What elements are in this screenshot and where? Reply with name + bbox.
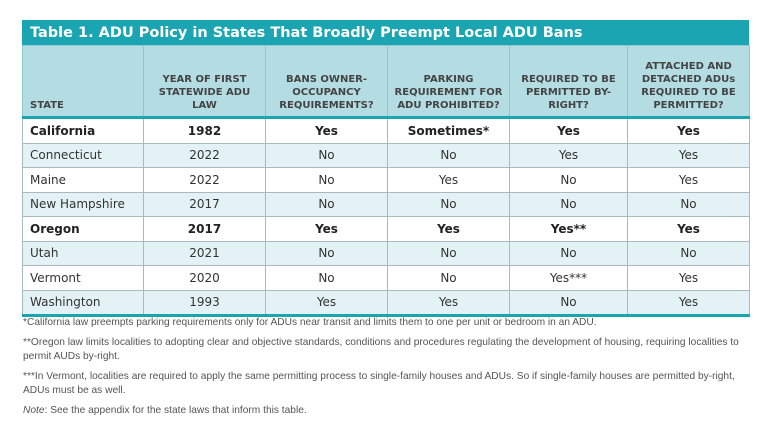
value-cell: No xyxy=(387,240,510,266)
value-cell: 2022 xyxy=(143,142,266,168)
footnote-vermont: ***In Vermont, localities are required t… xyxy=(23,371,735,396)
value-cell: 2021 xyxy=(143,240,266,266)
header-row: STATE YEAR OF FIRST STATEWIDE ADU LAW BANS… xyxy=(22,45,750,118)
note: Note: See the appendix for the state law… xyxy=(23,404,753,418)
state-cell: Utah xyxy=(22,240,144,266)
state-cell: New Hampshire xyxy=(22,191,144,217)
value-cell: Yes*** xyxy=(509,265,628,291)
table-row: Utah 2021 No No No No xyxy=(22,240,750,266)
value-cell: Yes** xyxy=(509,216,628,242)
state-cell: Washington xyxy=(22,289,144,316)
adu-policy-table-container: Table 1. ADU Policy in States That Broad… xyxy=(22,20,750,317)
value-cell: Yes xyxy=(509,142,628,168)
table-row: California 1982 Yes Sometimes* Yes Yes xyxy=(22,117,750,144)
value-cell: Yes xyxy=(627,117,750,144)
value-cell: 1982 xyxy=(143,117,266,144)
state-cell: California xyxy=(22,117,144,144)
column-header: ATTACHED AND DETACHED ADUs REQUIRED TO B… xyxy=(627,45,750,118)
value-cell: 2022 xyxy=(143,167,266,193)
value-cell: Yes xyxy=(387,167,510,193)
value-cell: Yes xyxy=(265,117,388,144)
value-cell: No xyxy=(265,240,388,266)
value-cell: No xyxy=(509,289,628,316)
table-row: New Hampshire 2017 No No No No xyxy=(22,191,750,217)
footnote-california: *California law preempts parking require… xyxy=(23,317,597,328)
column-header: REQUIRED TO BE PERMITTED BY-RIGHT? xyxy=(509,45,628,118)
value-cell: No xyxy=(509,240,628,266)
state-cell: Connecticut xyxy=(22,142,144,168)
table-row: Maine 2022 No Yes No Yes xyxy=(22,167,750,193)
state-cell: Oregon xyxy=(22,216,144,242)
value-cell: No xyxy=(627,191,750,217)
table-row: Connecticut 2022 No No Yes Yes xyxy=(22,142,750,168)
value-cell: 2020 xyxy=(143,265,266,291)
value-cell: No xyxy=(265,142,388,168)
column-header: YEAR OF FIRST STATEWIDE ADU LAW xyxy=(143,45,266,118)
column-header: BANS OWNER-OCCUPANCY REQUIREMENTS? xyxy=(265,45,388,118)
value-cell: Yes xyxy=(627,142,750,168)
value-cell: Yes xyxy=(265,216,388,242)
value-cell: No xyxy=(265,167,388,193)
value-cell: Yes xyxy=(509,117,628,144)
value-cell: No xyxy=(509,167,628,193)
footnotes: *California law preempts parking require… xyxy=(23,316,753,424)
column-header: STATE xyxy=(22,45,144,118)
value-cell: No xyxy=(265,265,388,291)
adu-policy-table: STATE YEAR OF FIRST STATEWIDE ADU LAW BANS… xyxy=(22,45,750,317)
footnote-oregon: **Oregon law limits localities to adopti… xyxy=(23,337,739,362)
value-cell: Yes xyxy=(387,216,510,242)
value-cell: Sometimes* xyxy=(387,117,510,144)
value-cell: 2017 xyxy=(143,191,266,217)
value-cell: No xyxy=(265,191,388,217)
value-cell: No xyxy=(627,240,750,266)
value-cell: No xyxy=(387,142,510,168)
value-cell: 1993 xyxy=(143,289,266,316)
column-header: PARKING REQUIREMENT FOR ADU PROHIBITED? xyxy=(387,45,510,118)
value-cell: Yes xyxy=(627,216,750,242)
value-cell: 2017 xyxy=(143,216,266,242)
state-cell: Maine xyxy=(22,167,144,193)
value-cell: Yes xyxy=(627,289,750,316)
value-cell: No xyxy=(387,191,510,217)
value-cell: Yes xyxy=(265,289,388,316)
table-row: Washington 1993 Yes Yes No Yes xyxy=(22,289,750,316)
value-cell: No xyxy=(509,191,628,217)
value-cell: No xyxy=(387,265,510,291)
table-title: Table 1. ADU Policy in States That Broad… xyxy=(22,20,749,45)
table-row: Vermont 2020 No No Yes*** Yes xyxy=(22,265,750,291)
note-label: Note xyxy=(23,405,45,416)
value-cell: Yes xyxy=(627,265,750,291)
note-text: : See the appendix for the state laws th… xyxy=(44,405,307,416)
table-row: Oregon 2017 Yes Yes Yes** Yes xyxy=(22,216,750,242)
value-cell: Yes xyxy=(627,167,750,193)
value-cell: Yes xyxy=(387,289,510,316)
state-cell: Vermont xyxy=(22,265,144,291)
